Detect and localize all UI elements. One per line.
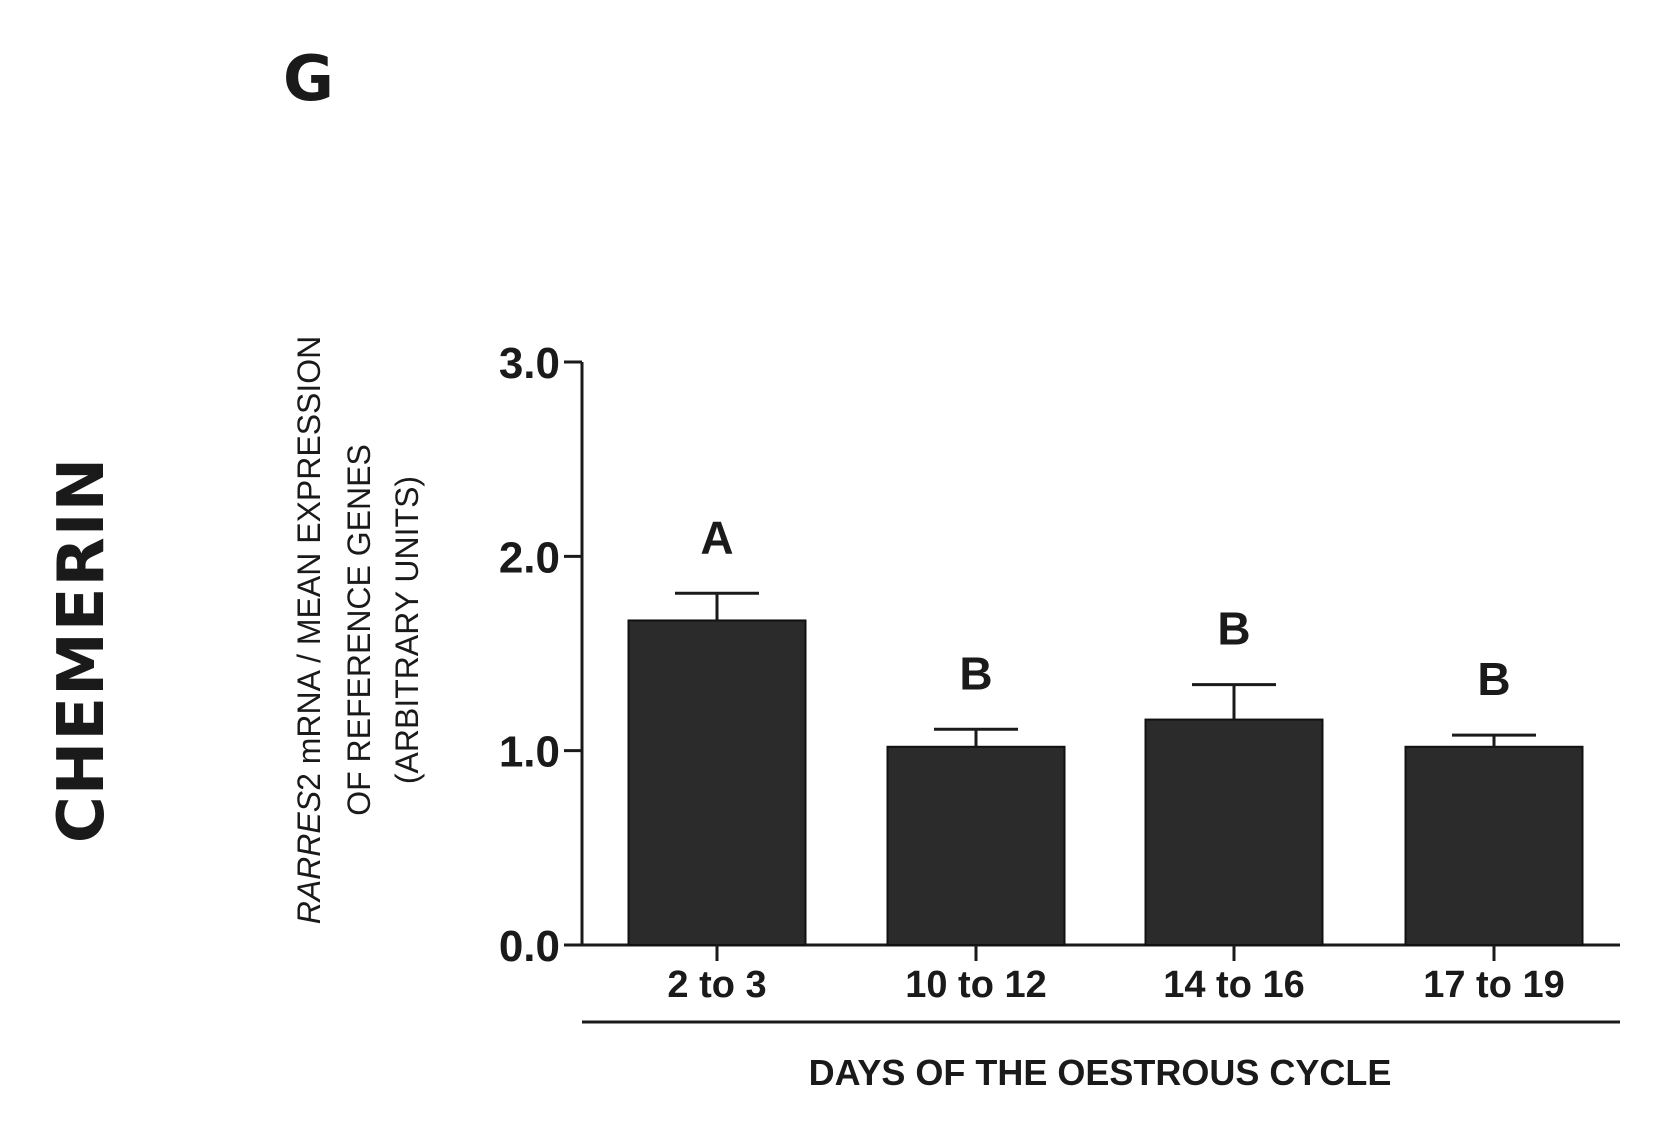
x-tick-label: 2 to 3 <box>667 964 766 1006</box>
x-tick-label: 14 to 16 <box>1163 964 1305 1006</box>
y-axis-label-line-1: RARRES2 mRNA / MEAN EXPRESSION <box>291 336 327 925</box>
bar <box>1404 745 1584 947</box>
side-title: CHEMERIN <box>45 457 119 843</box>
y-axis-label: RARRES2 mRNA / MEAN EXPRESSION OF REFERE… <box>291 336 425 925</box>
x-axis-label: DAYS OF THE OESTROUS CYCLE <box>809 1052 1392 1093</box>
y-axis-label-rest: 2 mRNA / MEAN EXPRESSION <box>291 336 327 791</box>
significance-label: B <box>1217 603 1250 655</box>
significance-label: B <box>1477 653 1510 705</box>
x-tick-label: 10 to 12 <box>905 964 1047 1006</box>
x-tick-label: 17 to 19 <box>1423 964 1565 1006</box>
y-axis-label-italic: RARRES <box>291 791 327 924</box>
bar <box>627 619 807 946</box>
y-tick-label: 2.0 <box>499 533 560 582</box>
significance-label: B <box>959 647 992 699</box>
bar <box>886 745 1066 947</box>
panel-letter: G <box>283 42 334 115</box>
y-tick-label: 1.0 <box>499 728 560 777</box>
plot-area: 0.0 1.0 2.0 3.0 A 2 to 3 B 10 to 12 B 14 to 16 B 17… <box>499 339 1620 1006</box>
significance-label: A <box>700 511 733 563</box>
y-axis-label-line-2: OF REFERENCE GENES <box>341 444 377 816</box>
y-tick-label: 3.0 <box>499 339 560 388</box>
bar <box>1144 718 1324 946</box>
y-tick-label: 0.0 <box>499 922 560 971</box>
y-axis-label-line-3: (ARBITRARY UNITS) <box>389 476 425 784</box>
